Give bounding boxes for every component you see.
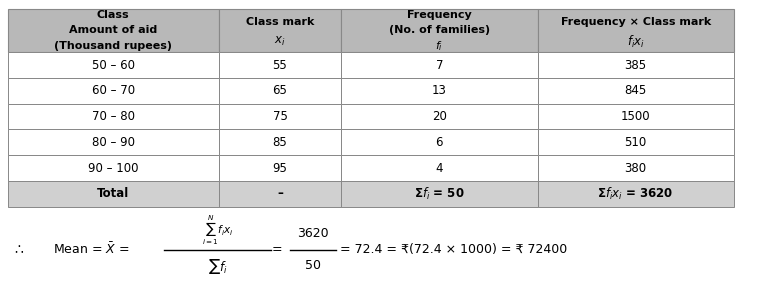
- Bar: [8, 9, 219, 52]
- Text: 3620: 3620: [297, 227, 329, 241]
- Bar: [342, 129, 538, 155]
- Bar: [538, 129, 734, 155]
- Text: 845: 845: [625, 84, 647, 97]
- Text: Class: Class: [97, 9, 130, 20]
- Bar: [342, 181, 538, 207]
- Bar: [538, 78, 734, 104]
- Bar: [342, 52, 538, 78]
- Text: 50: 50: [306, 259, 321, 272]
- Bar: [219, 129, 341, 155]
- Text: 4: 4: [435, 162, 443, 174]
- Bar: [342, 9, 538, 52]
- Text: $\sum_{i=1}^{N} f_i x_i$: $\sum_{i=1}^{N} f_i x_i$: [202, 214, 234, 247]
- Text: Frequency × Class mark: Frequency × Class mark: [561, 17, 711, 27]
- Text: (No. of families): (No. of families): [389, 25, 490, 35]
- Text: 13: 13: [432, 84, 447, 97]
- Text: = 72.4 = ₹(72.4 × 1000) = ₹ 72400: = 72.4 = ₹(72.4 × 1000) = ₹ 72400: [340, 243, 567, 256]
- Bar: [342, 78, 538, 104]
- Text: 510: 510: [625, 136, 647, 149]
- Bar: [538, 155, 734, 181]
- Text: 6: 6: [435, 136, 443, 149]
- Text: Amount of aid: Amount of aid: [69, 25, 157, 35]
- Bar: [8, 104, 219, 129]
- Text: 70 – 80: 70 – 80: [92, 110, 134, 123]
- Text: Class mark: Class mark: [246, 17, 314, 27]
- Text: 380: 380: [625, 162, 647, 174]
- Text: ∴: ∴: [15, 243, 24, 257]
- Text: Frequency: Frequency: [407, 9, 471, 20]
- Text: 50 – 60: 50 – 60: [92, 59, 134, 71]
- Text: $x_i$: $x_i$: [274, 35, 286, 49]
- Text: –: –: [277, 187, 283, 200]
- Bar: [8, 181, 219, 207]
- Text: 55: 55: [273, 59, 287, 71]
- Text: 80 – 90: 80 – 90: [92, 136, 134, 149]
- Bar: [538, 9, 734, 52]
- Text: Mean = $\bar{X}$ =: Mean = $\bar{X}$ =: [53, 242, 130, 257]
- Text: 65: 65: [273, 84, 287, 97]
- Text: Total: Total: [97, 187, 129, 200]
- Bar: [538, 104, 734, 129]
- Text: 7: 7: [435, 59, 443, 71]
- Text: $\sum f_i$: $\sum f_i$: [208, 257, 228, 276]
- Text: 385: 385: [625, 59, 647, 71]
- Text: 85: 85: [273, 136, 287, 149]
- Text: 75: 75: [273, 110, 287, 123]
- Bar: [342, 155, 538, 181]
- Text: $f_i$: $f_i$: [435, 39, 443, 53]
- Bar: [8, 52, 219, 78]
- Text: 1500: 1500: [621, 110, 650, 123]
- Text: 90 – 100: 90 – 100: [88, 162, 138, 174]
- Bar: [219, 9, 341, 52]
- Text: (Thousand rupees): (Thousand rupees): [54, 41, 172, 51]
- Text: Σ$f_i$ = 50: Σ$f_i$ = 50: [414, 186, 465, 202]
- Bar: [538, 181, 734, 207]
- Text: 20: 20: [432, 110, 447, 123]
- Bar: [219, 181, 341, 207]
- Text: 95: 95: [273, 162, 287, 174]
- Bar: [219, 78, 341, 104]
- Text: Σ$f_i x_i$ = 3620: Σ$f_i x_i$ = 3620: [597, 186, 674, 202]
- Bar: [342, 104, 538, 129]
- Text: $f_i x_i$: $f_i x_i$: [626, 34, 645, 50]
- Bar: [538, 52, 734, 78]
- Bar: [219, 104, 341, 129]
- Bar: [8, 129, 219, 155]
- Bar: [8, 155, 219, 181]
- Text: 60 – 70: 60 – 70: [92, 84, 134, 97]
- Bar: [219, 155, 341, 181]
- Bar: [8, 78, 219, 104]
- Bar: [219, 52, 341, 78]
- Text: =: =: [272, 243, 283, 256]
